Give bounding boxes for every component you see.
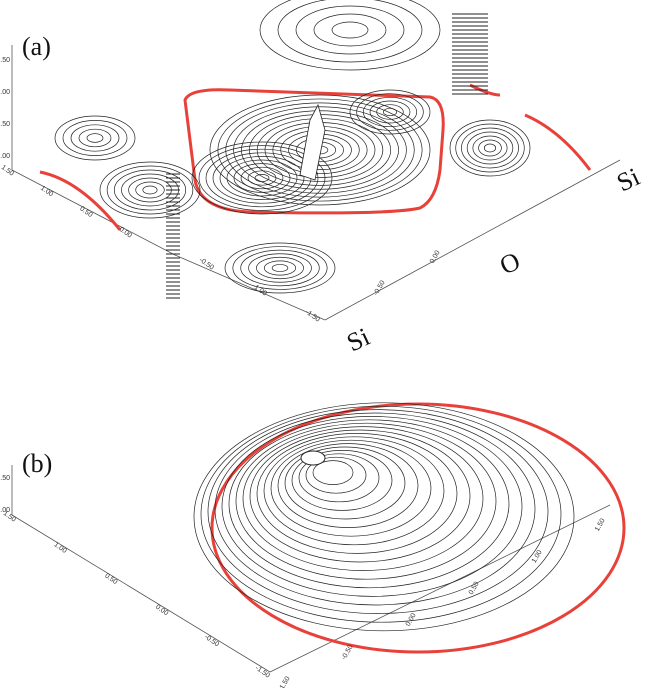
peak <box>300 105 325 180</box>
tick-label: 1.50 <box>594 517 607 532</box>
contour-line <box>225 243 335 293</box>
contour-line <box>264 437 444 545</box>
contour-line <box>71 125 119 151</box>
contour-line <box>255 174 269 181</box>
zero-contour <box>40 172 120 230</box>
contour-line <box>208 410 548 614</box>
contour-line <box>450 120 530 176</box>
contour-line <box>227 160 297 196</box>
tick-label: -0.50 <box>203 634 220 649</box>
contour-line <box>296 6 404 54</box>
contour-line <box>55 116 135 160</box>
contour-line <box>272 264 288 271</box>
tick-label: 1.00 <box>0 89 10 96</box>
tick-label: 1.00 <box>52 541 67 555</box>
tick-label: 1.00 <box>39 185 54 199</box>
contour-line <box>256 257 303 278</box>
tick-label: 0.50 <box>0 121 10 128</box>
contour-line <box>234 164 290 193</box>
contour-line <box>236 423 496 579</box>
contour-line <box>100 162 200 218</box>
zero-contour <box>525 115 590 170</box>
tick-label: -0.50 <box>198 257 215 272</box>
contour-line <box>136 182 165 198</box>
tick-label: 1.50 <box>0 57 10 64</box>
contour-line <box>63 120 127 155</box>
contour-line <box>87 134 103 143</box>
tick-label: 0.00 <box>118 226 133 240</box>
tick-label: 0.00 <box>0 153 10 160</box>
spike <box>452 12 488 97</box>
contour-line <box>129 178 172 202</box>
contour-line <box>249 254 312 283</box>
contour-line <box>241 250 320 286</box>
tick-label: 1.50 <box>2 510 17 524</box>
contour-lines <box>194 403 574 631</box>
tick-label: -0.50 <box>341 644 355 661</box>
contour-line <box>143 186 157 194</box>
spike <box>166 172 180 300</box>
atom-label: Si <box>342 322 374 357</box>
tick-label: 1.00 <box>531 549 544 564</box>
tick-label: 0.00 <box>154 604 169 618</box>
contour-line <box>233 247 327 290</box>
contour-line <box>264 261 295 275</box>
contour-line <box>473 136 507 160</box>
tick-label: -1.50 <box>304 309 321 324</box>
contour-line <box>314 14 386 46</box>
contour-line <box>278 444 418 528</box>
contour-line <box>363 97 416 126</box>
contour-line <box>383 108 396 115</box>
contour-line <box>461 128 518 168</box>
contour-line <box>194 403 574 631</box>
contour-line <box>229 420 509 588</box>
atom-label: Si <box>612 162 644 197</box>
axes-a <box>12 45 620 320</box>
tick-label: -1.50 <box>278 675 292 688</box>
contour-line <box>467 132 513 164</box>
tick-label: 0.50 <box>103 572 118 586</box>
figure: (a) (b) 1.50 1.00 0.50 0.00 1.50 1.00 0.50 0.00… <box>0 0 660 688</box>
contour-line <box>332 22 368 38</box>
axes-b <box>12 465 610 672</box>
zero-contour <box>212 404 624 652</box>
tick-label: 1.50 <box>0 164 15 178</box>
atom-label: O <box>495 246 524 280</box>
contour-line <box>456 124 525 172</box>
left-axis <box>12 515 270 672</box>
panel-label: (a) <box>22 32 51 61</box>
contour-line <box>278 0 422 62</box>
contours-b <box>194 403 624 652</box>
contour-line <box>201 406 561 622</box>
contour-line <box>250 430 470 562</box>
tick-label: 0.50 <box>0 475 10 482</box>
panel-label: (b) <box>22 449 52 478</box>
contour-line <box>79 129 111 147</box>
contour-line <box>479 140 502 156</box>
right-axis <box>325 160 620 320</box>
tick-label: -0.50 <box>373 279 387 296</box>
peak <box>301 451 325 465</box>
contour-line <box>484 144 495 152</box>
contour-line <box>215 413 535 605</box>
contour-line <box>206 149 318 207</box>
tick-label: 0.50 <box>78 205 93 219</box>
tick-label: -1.50 <box>254 665 271 680</box>
tick-label: 0.00 <box>429 249 442 264</box>
contour-line <box>260 0 440 70</box>
